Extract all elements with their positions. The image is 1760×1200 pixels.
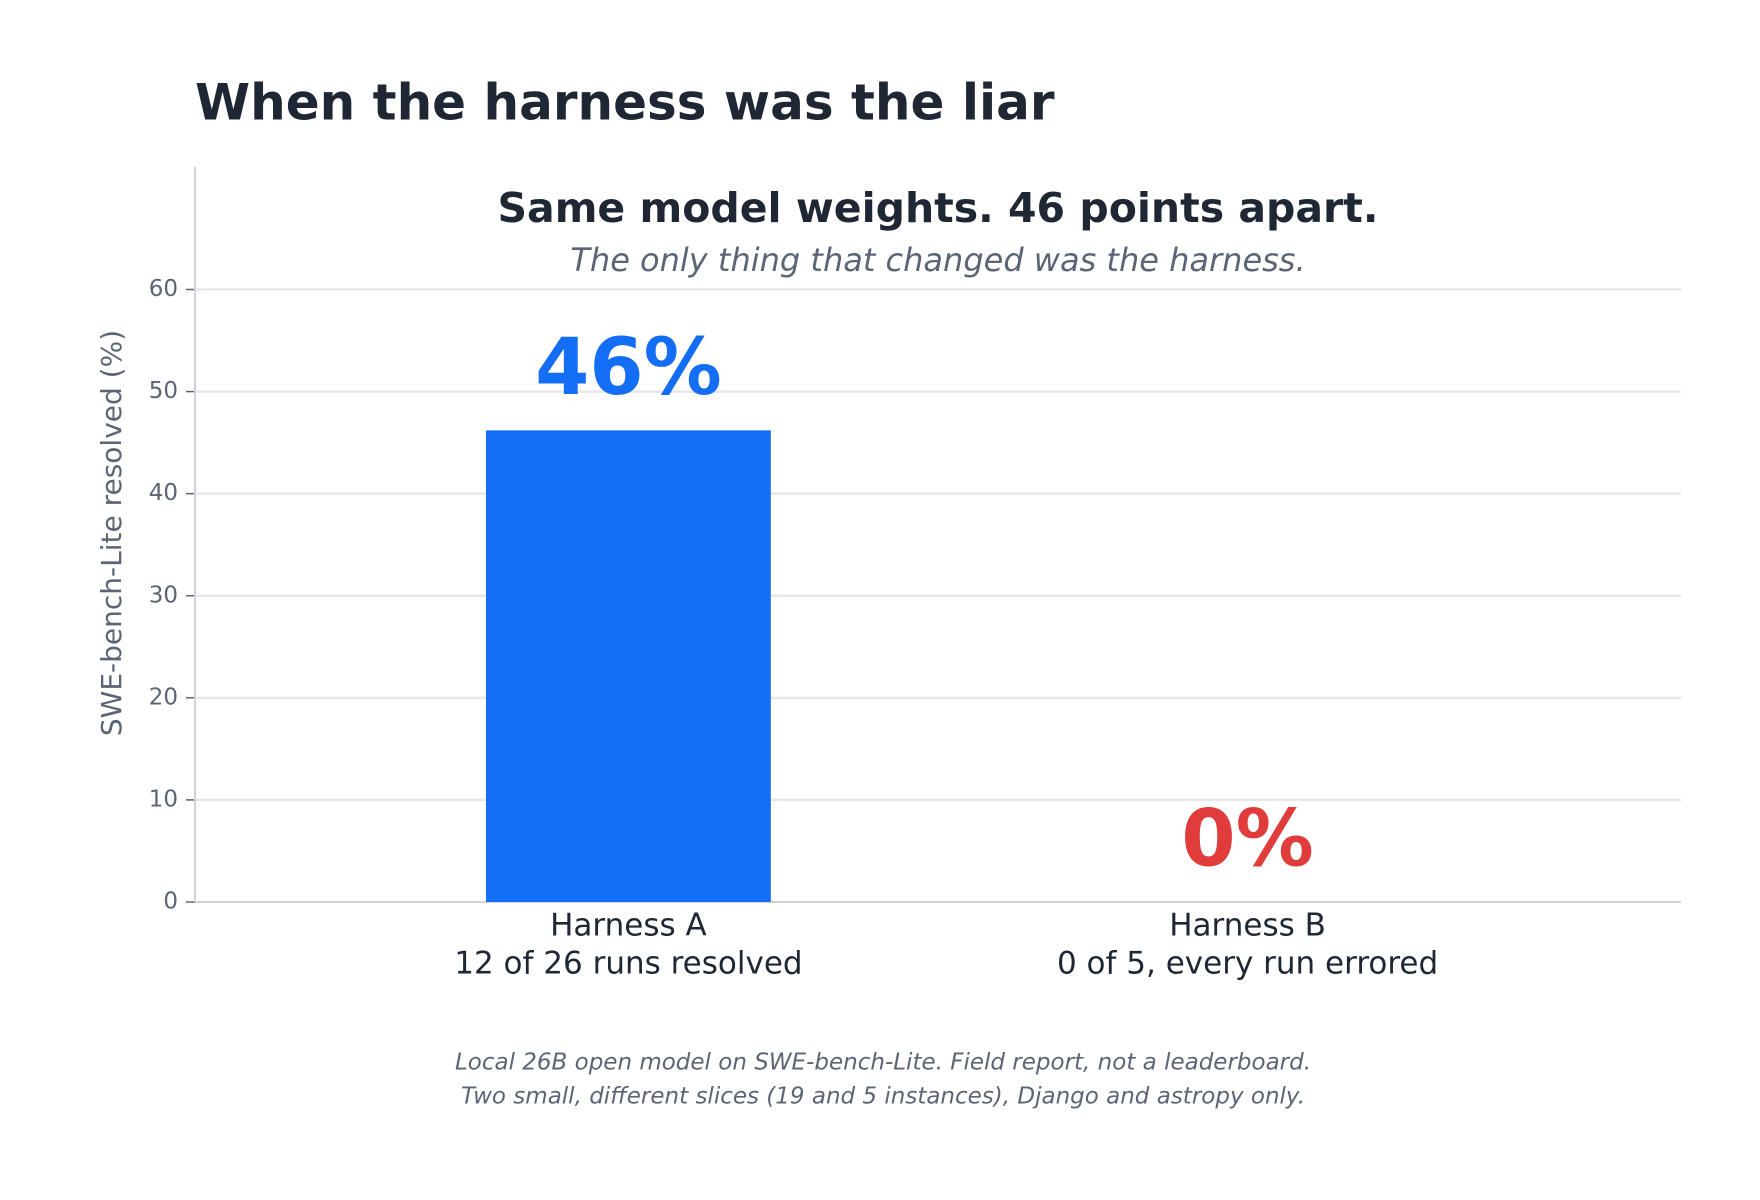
chart-title: When the harness was the liar [195,74,1055,132]
footnote: Two small, different slices (19 and 5 in… [461,1084,1305,1110]
x-tick-label: Harness B [1169,908,1326,944]
y-axis-label: SWE-bench-Lite resolved (%) [95,330,128,736]
value-label: 46% [535,323,722,413]
x-tick-detail: 12 of 26 runs resolved [454,946,802,982]
y-tick-label: 20 [149,684,178,710]
bar [486,430,771,902]
y-tick-label: 30 [149,582,178,608]
y-tick-label: 50 [149,378,178,404]
footnote: Local 26B open model on SWE-bench-Lite. … [455,1050,1311,1076]
y-tick-label: 10 [149,786,178,812]
y-tick-label: 40 [149,480,178,506]
x-tick-label: Harness A [550,908,707,944]
value-label: 0% [1181,794,1313,884]
chart-subtitle: Same model weights. 46 points apart. [498,184,1379,232]
x-tick-detail: 0 of 5, every run errored [1057,946,1438,982]
y-tick-label: 60 [149,276,178,302]
y-tick-label: 0 [163,889,178,915]
chart-tagline: The only thing that changed was the harn… [570,241,1305,279]
